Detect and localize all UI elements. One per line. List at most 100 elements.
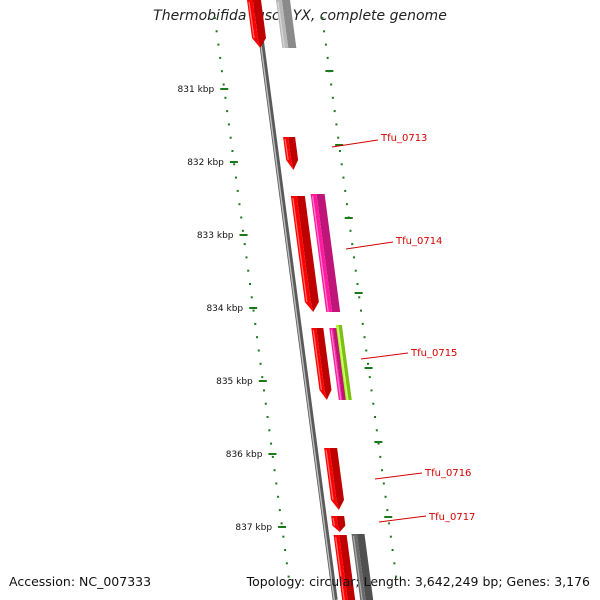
gene-shade: [332, 328, 347, 400]
tick-dot: [241, 229, 244, 232]
tick-dot: [384, 495, 387, 498]
label-leader: [331, 139, 379, 148]
tick-dot: [342, 176, 345, 179]
tick-dot: [224, 96, 227, 99]
gene-shade: [281, 0, 297, 48]
tick-dot: [391, 549, 394, 551]
gene-highlight: [312, 329, 323, 391]
tick-dot: [351, 243, 354, 246]
gene-highlight: [332, 517, 335, 526]
backbone: [257, 27, 338, 600]
gene-red: [331, 516, 346, 532]
tick-dot: [257, 349, 260, 352]
gene-shade: [339, 535, 356, 600]
gene-lime: [335, 325, 352, 401]
tick-dot: [271, 455, 274, 458]
tick-dot: [234, 176, 237, 179]
tick-dot: [349, 229, 352, 232]
gene-shade: [288, 137, 299, 170]
gene-shade: [296, 196, 319, 312]
tick-dot: [268, 429, 271, 432]
map-title: Thermobifida fusca YX, complete genome: [153, 8, 447, 24]
gene-red: [324, 448, 344, 510]
tick-dot: [388, 522, 391, 525]
tick-dot: [361, 322, 364, 325]
tick-dot: [284, 549, 287, 551]
backbone-rod: [257, 27, 338, 600]
tick-dot: [282, 535, 285, 538]
scale-label: 836 kbp: [226, 450, 263, 460]
tick-dot: [252, 309, 255, 312]
gene-grey: [276, 0, 297, 49]
gene-features: [247, 0, 374, 600]
tick-dot: [243, 243, 246, 246]
genome-summary-text: Topology: circular; Length: 3,642,249 bp…: [246, 574, 590, 589]
tick-dot: [363, 336, 366, 339]
gene-shade: [356, 534, 374, 600]
tick-dot: [245, 256, 248, 259]
gene-labels: Tfu_0713 Tfu_0714 Tfu_0715 Tfu_0716 Tfu_0717: [331, 133, 475, 523]
gene-red: [247, 0, 267, 48]
tick-dot: [266, 416, 269, 418]
tick-dot: [333, 110, 336, 113]
tick-dot: [381, 469, 384, 472]
tick-dot: [278, 509, 281, 512]
gene-highlight: [292, 197, 308, 303]
gene-shade: [338, 325, 352, 400]
tick-dot: [321, 17, 324, 19]
tick-dot: [231, 150, 234, 152]
gene-shade: [336, 516, 346, 532]
gene-highlight: [352, 535, 363, 600]
tick-dot: [256, 336, 259, 339]
gene-shade: [316, 194, 341, 312]
gene-darkgrey: [351, 534, 374, 600]
tick-dot: [277, 495, 280, 498]
label-leader: [345, 241, 394, 250]
tick-dot: [247, 269, 250, 272]
tick-dot: [213, 17, 216, 19]
tick-dot: [365, 349, 368, 352]
gene-highlight: [248, 1, 255, 39]
tick-dot: [263, 389, 266, 392]
tick-dot: [389, 535, 392, 538]
tick-dot: [254, 322, 257, 325]
tick-dot: [359, 309, 362, 312]
tick-dot: [226, 110, 229, 113]
gene-highlight: [335, 536, 345, 600]
scale-label: 832 kbp: [187, 158, 224, 168]
tick-dot: [367, 362, 370, 365]
label-leader: [360, 352, 409, 360]
gene-highlight: [330, 329, 342, 401]
gene-shade: [329, 448, 344, 510]
tick-dot: [240, 216, 243, 219]
scale-label: 834 kbp: [206, 304, 243, 314]
gene-red: [311, 328, 332, 400]
gene-label: Tfu_0716: [424, 468, 471, 479]
tick-dot: [261, 376, 264, 379]
tick-dot: [395, 575, 398, 578]
tick-dot: [335, 123, 338, 126]
tick-dot: [236, 189, 239, 192]
scale-ticks: 831 kbp 832 kbp 833 kbp 834 kbp 835 kbp 836 k…: [178, 17, 398, 578]
tick-dot: [259, 362, 262, 365]
tick-dot: [215, 30, 218, 33]
gene-pointed: [290, 196, 319, 312]
gene-highlight: [284, 138, 289, 161]
tick-dot: [222, 83, 225, 86]
tick-dot: [382, 482, 385, 485]
gene-shade: [316, 328, 332, 400]
tick-dot: [356, 283, 359, 285]
tick-dot: [217, 43, 220, 46]
tick-dot: [287, 575, 290, 578]
gene-label: Tfu_0715: [410, 348, 457, 359]
tick-dot: [340, 163, 343, 166]
tick-dot: [393, 562, 396, 565]
tick-dot: [352, 256, 355, 259]
tick-dot: [238, 203, 241, 206]
gene-highlight: [337, 326, 349, 401]
scale-label: 831 kbp: [178, 85, 215, 95]
scale-label: 833 kbp: [197, 231, 234, 241]
tick-dot: [338, 150, 341, 152]
